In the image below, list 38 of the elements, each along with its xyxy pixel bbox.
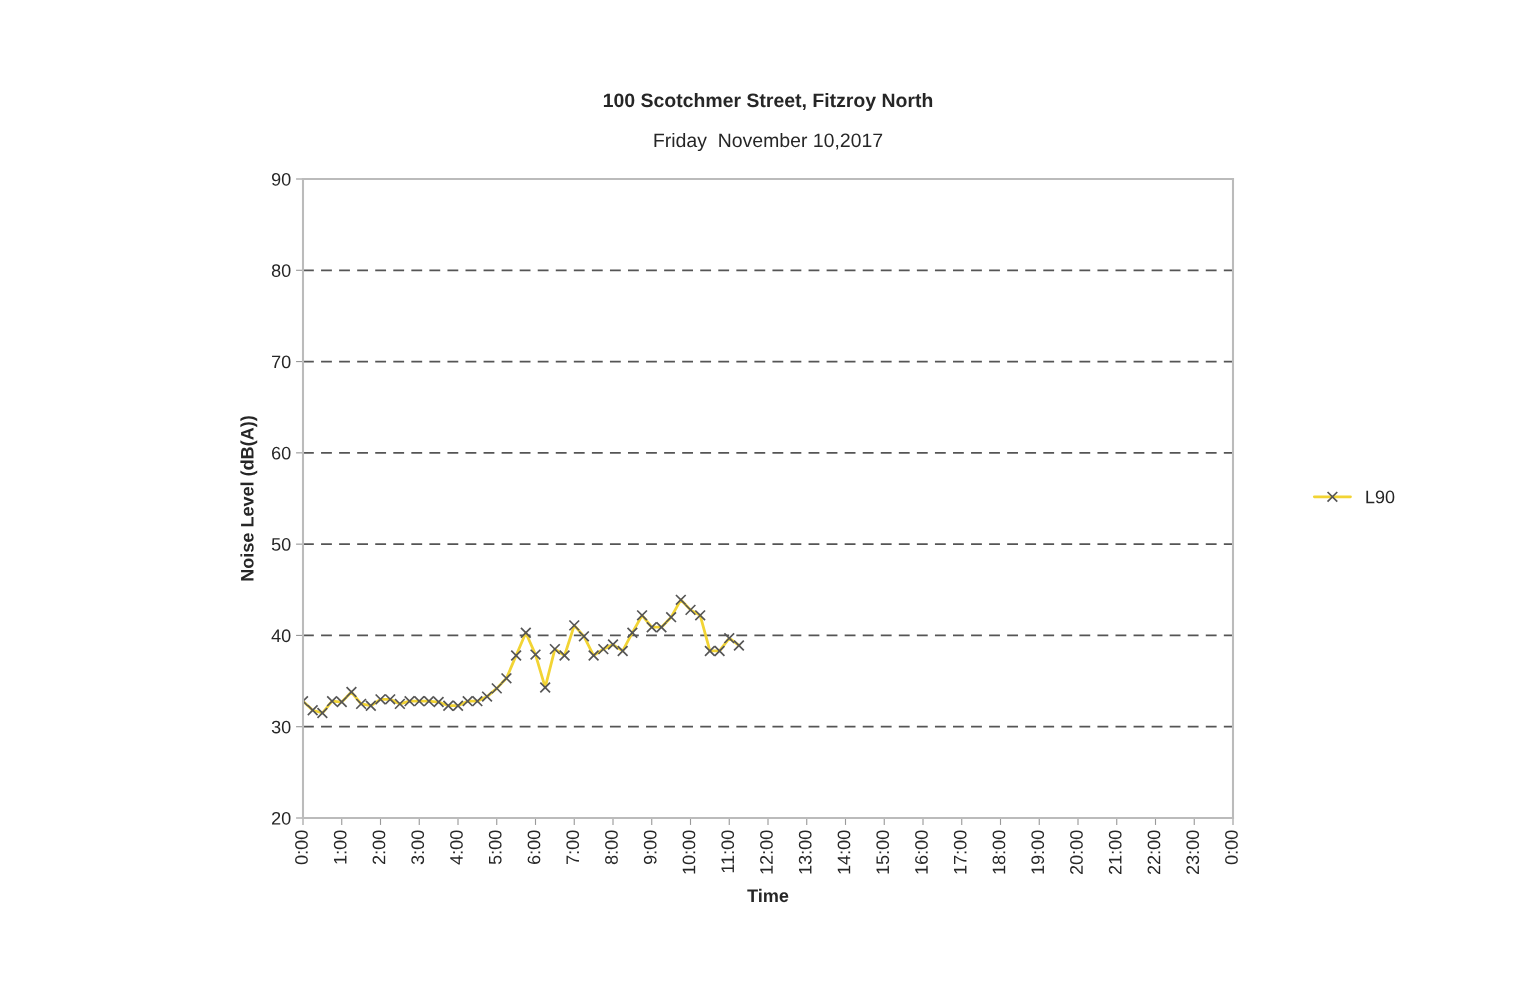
x-tick-label: 1:00: [333, 830, 347, 864]
x-tick-label: 6:00: [527, 830, 541, 865]
x-tick-label: 2:00: [372, 830, 386, 865]
x-tick-label: 22:00: [1147, 830, 1161, 875]
x-tick-label: 0:00: [295, 830, 308, 865]
x-tick-label: 20:00: [1070, 830, 1083, 875]
x-tick-label: 8:00: [605, 830, 618, 865]
y-tick-label: 50: [271, 538, 291, 551]
y-axis-title: Noise Level (dB(A)): [240, 416, 258, 581]
x-tick-label: 19:00: [1031, 830, 1045, 874]
x-tick-label: 10:00: [682, 830, 696, 874]
x-tick-label: 16:00: [915, 830, 928, 874]
x-tick-label: 12:00: [760, 830, 773, 874]
y-tick-label: 30: [271, 720, 291, 734]
x-tick-label: 21:00: [1108, 830, 1122, 875]
x-tick-label: 11:00: [721, 830, 735, 873]
x-tick-label: 14:00: [837, 830, 851, 874]
x-tick-label: 17:00: [953, 830, 967, 874]
y-tick-label: 90: [271, 172, 291, 186]
y-tick-label: 80: [271, 264, 291, 278]
x-axis-title: Time: [747, 888, 789, 903]
x-tick-label: 4:00: [450, 830, 463, 865]
chart-title: 100 Scotchmer Street, Fitzroy North: [603, 92, 933, 112]
x-tick-label: 18:00: [992, 830, 1006, 874]
chart-subtitle: Friday November 10,2017: [654, 132, 883, 152]
y-tick-label: 70: [272, 355, 291, 369]
x-tick-label: 3:00: [411, 830, 425, 865]
x-tick-label: 9:00: [643, 830, 657, 865]
x-tick-label: 13:00: [798, 830, 812, 874]
legend-label: L90: [1366, 490, 1395, 504]
x-tick-label: 5:00: [488, 830, 502, 865]
x-tick-label: 23:00: [1186, 830, 1200, 875]
x-tick-label: 0:00: [1225, 830, 1238, 865]
x-tick-label: 15:00: [876, 830, 890, 874]
x-tick-label: 7:00: [566, 830, 580, 865]
y-tick-label: 20: [272, 811, 291, 825]
y-tick-label: 40: [271, 629, 291, 643]
y-tick-label: 60: [272, 446, 291, 460]
